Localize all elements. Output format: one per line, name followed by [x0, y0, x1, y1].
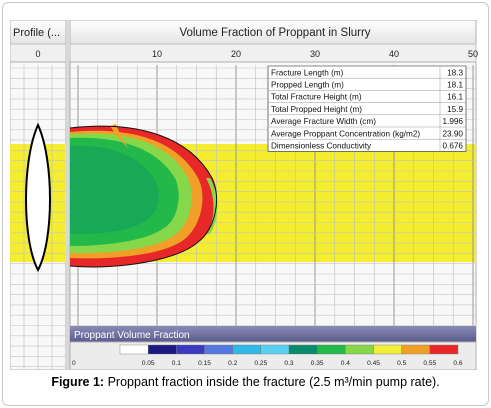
legend-color-swatch — [316, 344, 346, 355]
legend-color-swatch — [429, 344, 459, 355]
fracture-top-streak — [110, 124, 128, 148]
x-tick-label: 10 — [152, 49, 162, 59]
fracture-zone-0.3 — [70, 145, 159, 234]
stats-label: Propped Length (m) — [271, 81, 344, 90]
proppant-fraction-chart: Profile (... Volume Fraction of Proppant… — [10, 20, 478, 370]
stats-label: Average Fracture Width (cm) — [271, 117, 376, 126]
legend-tick-label: 0.15 — [198, 360, 211, 367]
legend-tick-label: 0.05 — [142, 360, 155, 367]
legend-color-swatch — [345, 344, 374, 355]
stats-value: 23.90 — [443, 129, 464, 138]
legend-tick-label: 0.5 — [397, 360, 406, 367]
legend-color-swatch — [119, 344, 149, 355]
caption-text: Proppant fraction inside the fracture (2… — [107, 375, 440, 389]
legend-color-swatch — [260, 344, 290, 355]
x-tick-label: 20 — [231, 49, 241, 59]
stats-value: 1.996 — [443, 117, 464, 126]
legend-tick-label: 0.25 — [254, 360, 267, 367]
caption-label: Figure 1: — [51, 375, 105, 389]
legend-color-swatch — [401, 344, 431, 355]
legend-color-swatch — [288, 344, 318, 355]
x-tick-label: 30 — [310, 49, 320, 59]
profile-panel-title: Profile (... — [13, 27, 60, 39]
legend-tick-label: 0.6 — [453, 360, 462, 367]
legend-tick-label: 0 — [72, 360, 76, 367]
profile-axis-tick: 0 — [35, 49, 40, 59]
chart-title: Volume Fraction of Proppant in Slurry — [179, 27, 370, 39]
legend-color-swatch — [147, 344, 177, 355]
legend-tick-label: 0.35 — [311, 360, 324, 367]
legend-title: Proppant Volume Fraction — [74, 330, 190, 341]
legend-title-bar — [70, 326, 476, 342]
stats-label: Dimensionless Conductivity — [271, 142, 372, 151]
stats-value: 18.3 — [447, 68, 463, 77]
stats-value: 18.1 — [447, 81, 463, 90]
legend-tick-label: 0.1 — [172, 360, 181, 367]
stats-value: 15.9 — [447, 105, 463, 114]
legend-color-swatch — [204, 344, 233, 355]
legend-tick-label: 0.3 — [284, 360, 293, 367]
stats-label: Total Fracture Height (m) — [271, 93, 362, 102]
stats-label: Average Proppant Concentration (kg/m2) — [271, 129, 420, 138]
stats-value: 16.1 — [447, 93, 463, 102]
stats-table — [267, 65, 467, 152]
legend-tick-label: 0.4 — [341, 360, 350, 367]
fracture-profile-shape — [25, 122, 51, 273]
x-tick-label: 50 — [468, 49, 478, 59]
figure-caption: Figure 1: Proppant fraction inside the f… — [0, 375, 491, 389]
stats-label: Fracture Length (m) — [271, 68, 344, 77]
stats-value: 0.676 — [443, 142, 464, 151]
legend-color-swatch — [232, 344, 262, 355]
legend-color-swatch — [176, 344, 205, 355]
x-tick-label: 40 — [389, 49, 399, 59]
legend-tick-label: 0.55 — [423, 360, 436, 367]
panel-splitter[interactable] — [66, 20, 70, 370]
legend-tick-label: 0.2 — [228, 360, 237, 367]
legend-color-swatch — [373, 344, 402, 355]
legend-tick-label: 0.45 — [367, 360, 380, 367]
fracture-outline — [70, 125, 218, 268]
stats-label: Total Propped Height (m) — [271, 105, 362, 114]
fracture-tip-streak — [206, 178, 218, 234]
fracture-zone-0.35 — [70, 137, 179, 246]
